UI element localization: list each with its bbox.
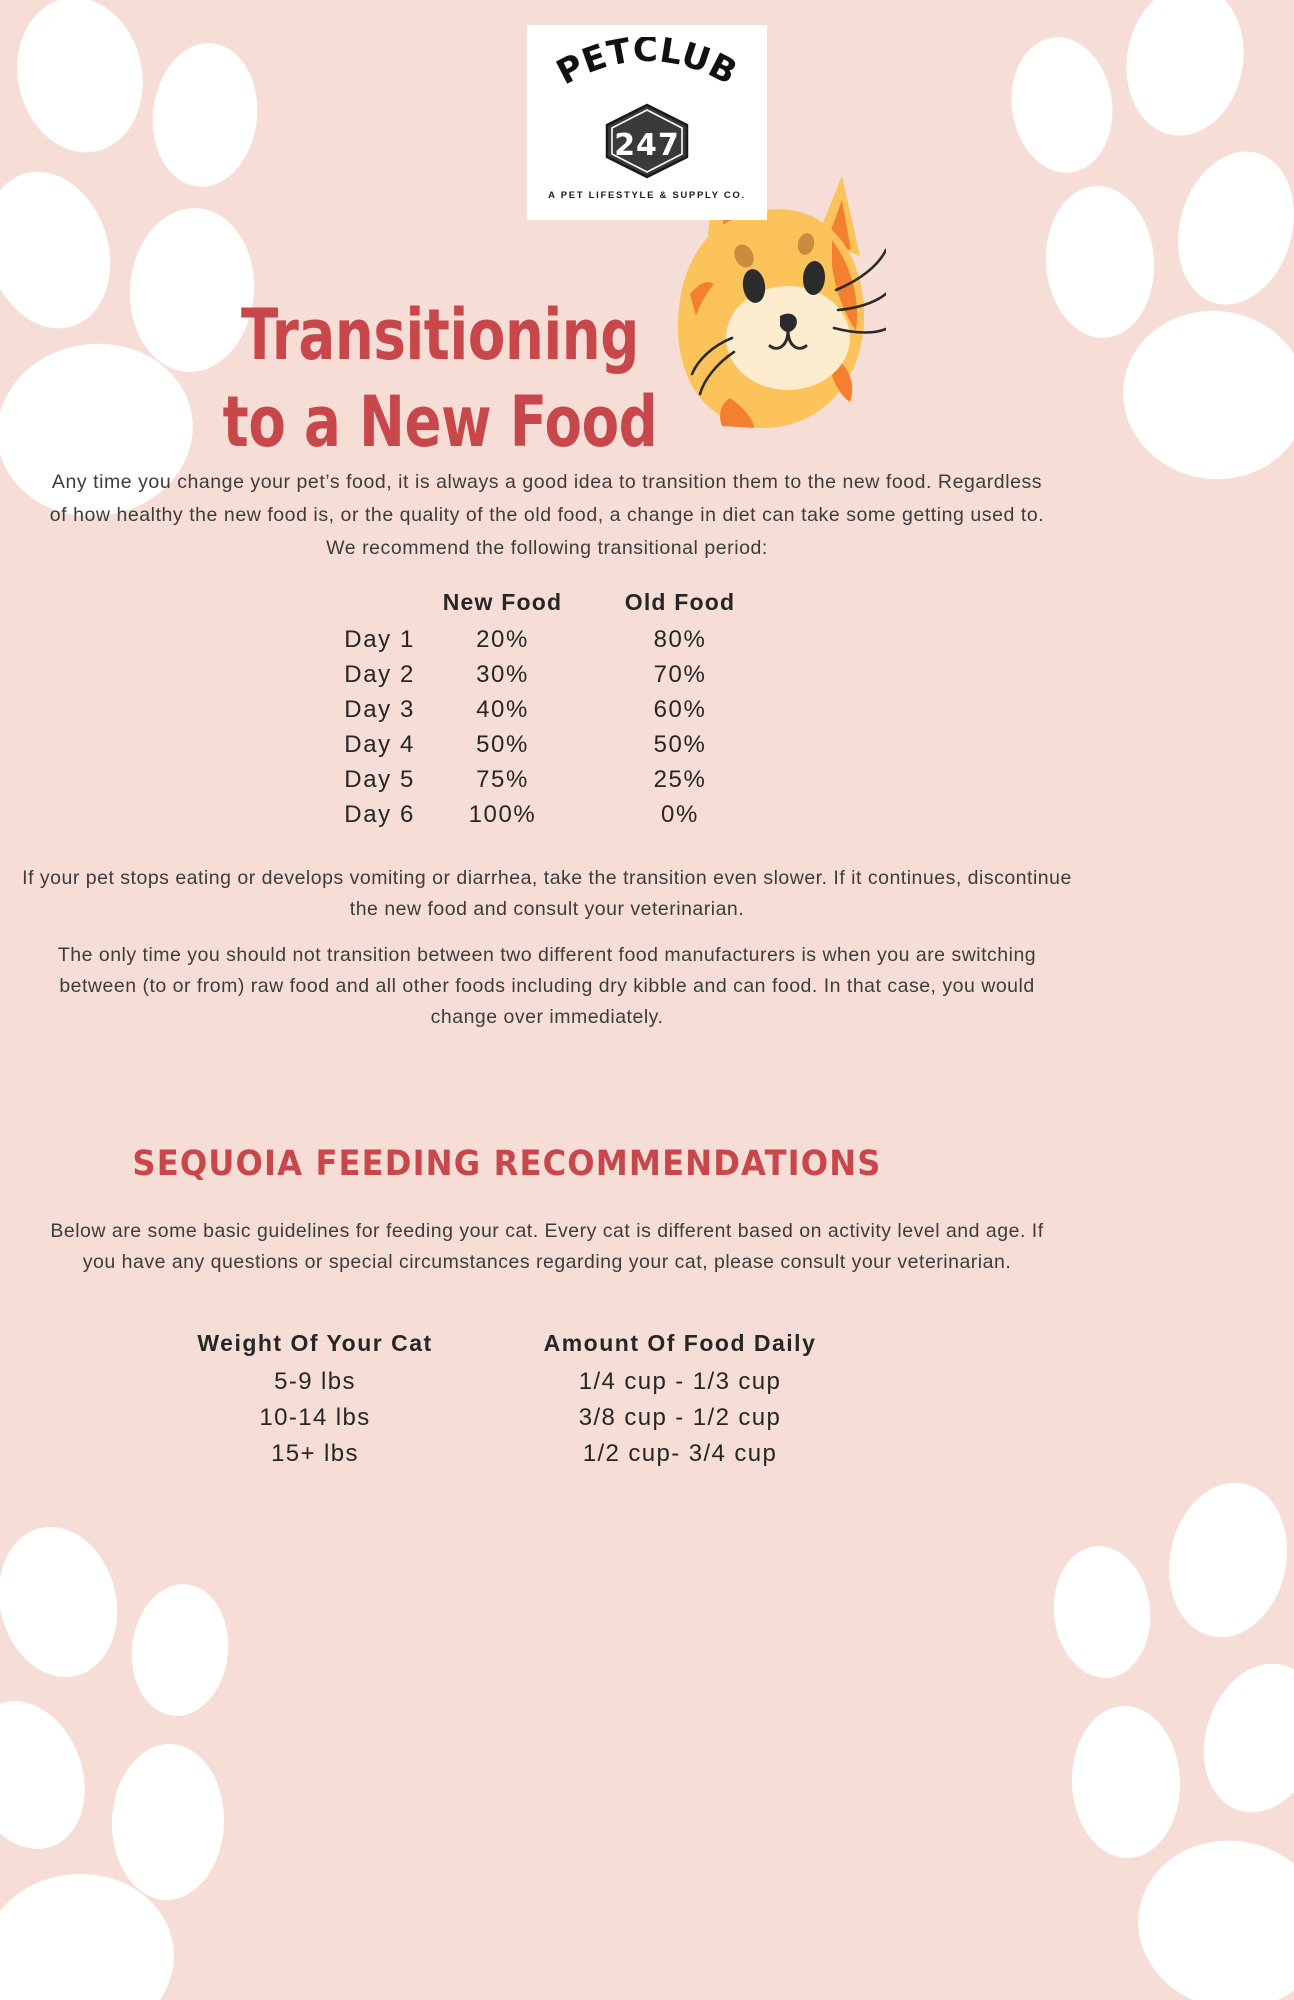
svg-text:PETCLUB: PETCLUB (550, 37, 743, 93)
header-old-food: Old Food (624, 589, 736, 615)
table-row: 10-14 lbs 3/8 cup - 1/2 cup (150, 1400, 890, 1436)
feeding-table: Weight Of Your Cat Amount Of Food Daily … (150, 1322, 890, 1472)
cat-illustration-icon (677, 176, 886, 428)
cell-amount: 1/2 cup- 3/4 cup (582, 1440, 778, 1467)
logo-tagline: A PET LIFESTYLE & SUPPLY CO. (548, 190, 746, 201)
badge-number-text: 247 (614, 128, 680, 163)
page-title-line-1: Transitioning (241, 293, 639, 376)
table-row: Day 5 75% 25% (230, 762, 770, 797)
section-heading: SEQUOIA FEEDING RECOMMENDATIONS (132, 1144, 882, 1185)
cell-day: Day 2 (344, 661, 415, 688)
table-row: Day 4 50% 50% (230, 727, 770, 762)
header-new-food: New Food (442, 589, 563, 615)
note-paragraph-2: The only time you should not transition … (57, 943, 1037, 1028)
cell-old-food: 25% (653, 766, 707, 793)
header-amount: Amount Of Food Daily (543, 1330, 817, 1356)
petclub-wordmark-icon: PETCLUB (550, 37, 743, 93)
table-header-row: New Food Old Food (230, 582, 770, 622)
table-row: 5-9 lbs 1/4 cup - 1/3 cup (150, 1364, 890, 1400)
table-row: 15+ lbs 1/2 cup- 3/4 cup (150, 1436, 890, 1472)
page-title: Transitioning to a New Food (97, 292, 783, 466)
cell-new-food: 100% (468, 801, 537, 828)
table-row: Day 6 100% 0% (230, 797, 770, 832)
cell-day: Day 5 (344, 766, 415, 793)
cell-amount: 1/4 cup - 1/3 cup (578, 1368, 782, 1395)
cell-amount: 3/8 cup - 1/2 cup (578, 1404, 782, 1431)
table-row: Day 2 30% 70% (230, 657, 770, 692)
cell-weight: 15+ lbs (271, 1440, 359, 1467)
cell-new-food: 30% (476, 661, 529, 688)
transition-table: New Food Old Food Day 1 20% 80% Day 2 30… (230, 582, 770, 832)
intro-paragraph: Any time you change your pet’s food, it … (49, 470, 1045, 559)
cell-day: Day 1 (344, 626, 415, 653)
cell-old-food: 80% (653, 626, 707, 653)
cell-new-food: 50% (476, 731, 529, 758)
table-row: Day 1 20% 80% (230, 622, 770, 657)
badge-247-icon: 247 (605, 103, 689, 179)
cell-new-food: 40% (476, 696, 529, 723)
cell-day: Day 4 (344, 731, 415, 758)
page-title-line-2: to a New Food (222, 380, 658, 463)
cell-new-food: 20% (476, 626, 529, 653)
cell-old-food: 0% (661, 801, 699, 828)
cell-day: Day 3 (344, 696, 415, 723)
cell-weight: 5-9 lbs (274, 1368, 356, 1395)
petclub-wordmark-text: PETCLUB (550, 37, 743, 93)
feeding-intro-paragraph: Below are some basic guidelines for feed… (50, 1219, 1044, 1273)
petclub-logo: PETCLUB 247 A PET LIFESTYLE & SUPPLY CO. (527, 25, 767, 220)
cell-old-food: 60% (653, 696, 707, 723)
cell-old-food: 50% (653, 731, 707, 758)
note-paragraph-1: If your pet stops eating or develops vom… (22, 866, 1072, 920)
cell-old-food: 70% (653, 661, 707, 688)
cell-weight: 10-14 lbs (259, 1404, 371, 1431)
feeding-table-header-row: Weight Of Your Cat Amount Of Food Daily (150, 1322, 890, 1364)
cell-day: Day 6 (344, 801, 415, 828)
cell-new-food: 75% (476, 766, 529, 793)
table-row: Day 3 40% 60% (230, 692, 770, 727)
header-weight: Weight Of Your Cat (197, 1330, 433, 1356)
